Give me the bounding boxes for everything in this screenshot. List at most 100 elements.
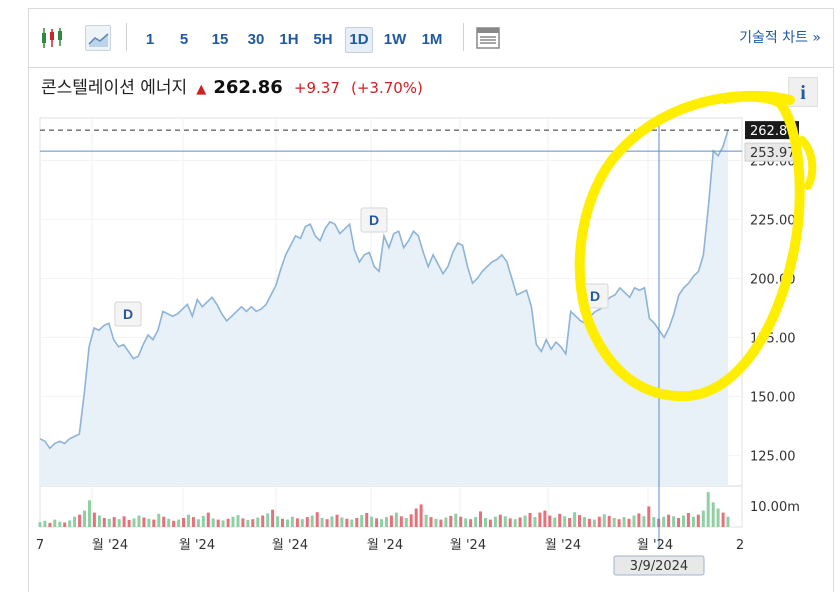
volume-bar	[533, 517, 537, 527]
highlight-circle-annotation	[798, 136, 817, 190]
dividend-marker: D	[369, 212, 379, 228]
price-line	[39, 129, 729, 450]
up-arrow-icon: ▲	[196, 82, 207, 97]
x-tick-label: 월 '24	[179, 538, 215, 553]
volume-bar	[191, 517, 195, 527]
area-chart-icon[interactable]	[85, 25, 111, 51]
candlestick-icon[interactable]	[39, 25, 65, 51]
volume-bar	[706, 492, 710, 527]
volume-bar	[182, 518, 185, 527]
interval-button-1h[interactable]: 1H	[279, 31, 299, 48]
interval-button-30[interactable]: 30	[247, 31, 265, 48]
volume-bar	[587, 518, 591, 527]
volume-bar	[488, 519, 492, 527]
volume-bar	[543, 510, 547, 527]
volume-bar	[459, 516, 463, 527]
volume-bar	[256, 517, 260, 527]
volume-bar	[236, 515, 240, 527]
volume-bar	[568, 518, 572, 527]
instrument-name: 콘스텔레이션 에너지	[41, 78, 188, 98]
volume-bar	[97, 515, 101, 527]
last-price-tag	[745, 121, 799, 140]
volume-bar	[83, 510, 86, 527]
volume-bar	[454, 513, 458, 527]
interval-button-1[interactable]: 1	[145, 31, 155, 48]
volume-bar	[617, 519, 621, 527]
volume-bar	[696, 514, 700, 527]
news-layout-icon[interactable]	[475, 25, 501, 51]
volume-bar	[132, 518, 136, 527]
volume-bar	[196, 519, 200, 527]
interval-button-15[interactable]: 15	[211, 31, 229, 48]
interval-button-1m[interactable]: 1M	[421, 31, 443, 48]
volume-bar	[290, 516, 294, 527]
volume-bar	[691, 516, 695, 527]
price-change: +9.37	[293, 79, 340, 97]
toolbar-divider	[126, 23, 127, 51]
volume-bar	[137, 515, 141, 527]
volume-bar	[127, 520, 131, 527]
quote-header: 콘스텔레이션 에너지 ▲ 262.86 +9.37 (+3.70%)	[41, 73, 423, 98]
volume-bar	[385, 517, 388, 527]
volume-bar	[102, 518, 106, 527]
interval-button-1w[interactable]: 1W	[383, 31, 407, 48]
last-price: 262.86	[213, 77, 283, 98]
dividend-marker-box	[360, 207, 388, 233]
volume-bar	[221, 520, 225, 527]
volume-bar	[107, 518, 111, 527]
volume-bar	[251, 519, 255, 527]
volume-bar	[583, 517, 586, 527]
interval-button-5[interactable]: 5	[179, 31, 189, 48]
volume-bar	[711, 502, 715, 527]
volume-bar	[58, 521, 62, 527]
volume-bar	[553, 517, 557, 527]
volume-bar	[370, 516, 374, 527]
volume-bar	[592, 519, 596, 527]
volume-bar	[177, 519, 181, 527]
volume-bar	[721, 512, 725, 527]
volume-bar	[622, 517, 626, 527]
volume-bar	[449, 515, 453, 527]
volume-bar	[597, 516, 601, 527]
volume-bar	[652, 517, 656, 527]
volume-bar	[409, 514, 413, 527]
volume-bar	[320, 518, 324, 527]
volume-bar	[167, 518, 171, 527]
volume-bar	[375, 518, 379, 527]
volume-bar	[667, 514, 671, 527]
volume-bar	[682, 515, 685, 527]
volume-bar	[335, 514, 339, 527]
volume-bar	[647, 506, 651, 527]
volume-bar	[360, 515, 364, 527]
x-tick-label: 7	[36, 538, 44, 553]
volume-bar	[315, 512, 319, 527]
volume-bar	[162, 516, 166, 527]
volume-bar	[686, 513, 690, 527]
volume-bar	[523, 515, 527, 527]
last-price-label: 262.86	[750, 124, 796, 139]
volume-bar	[211, 518, 215, 527]
interval-button-5h[interactable]: 5H	[313, 31, 333, 48]
volume-bar	[424, 514, 428, 527]
y-tick-label: 225.00	[750, 213, 796, 228]
x-tick-label: 월 '24	[92, 538, 128, 553]
volume-bar	[469, 519, 473, 527]
volume-bar	[632, 515, 636, 527]
volume-bar	[602, 514, 606, 527]
volume-bar	[73, 516, 77, 527]
interval-button-1d[interactable]: 1D	[345, 27, 373, 53]
volume-bar	[241, 518, 245, 527]
volume-bar	[38, 522, 42, 527]
volume-bar	[246, 520, 250, 527]
volume-bar	[498, 514, 502, 527]
crosshair-price-label: 253.97	[750, 146, 796, 161]
technical-chart-link[interactable]: 기술적 차트 »	[739, 30, 821, 46]
volume-bar	[68, 520, 72, 527]
volume-bar	[295, 518, 299, 527]
volume-bar	[53, 519, 57, 527]
volume-bar	[394, 512, 398, 527]
volume-bar	[152, 519, 156, 527]
volume-bar	[286, 519, 289, 527]
volume-bar	[226, 518, 230, 527]
